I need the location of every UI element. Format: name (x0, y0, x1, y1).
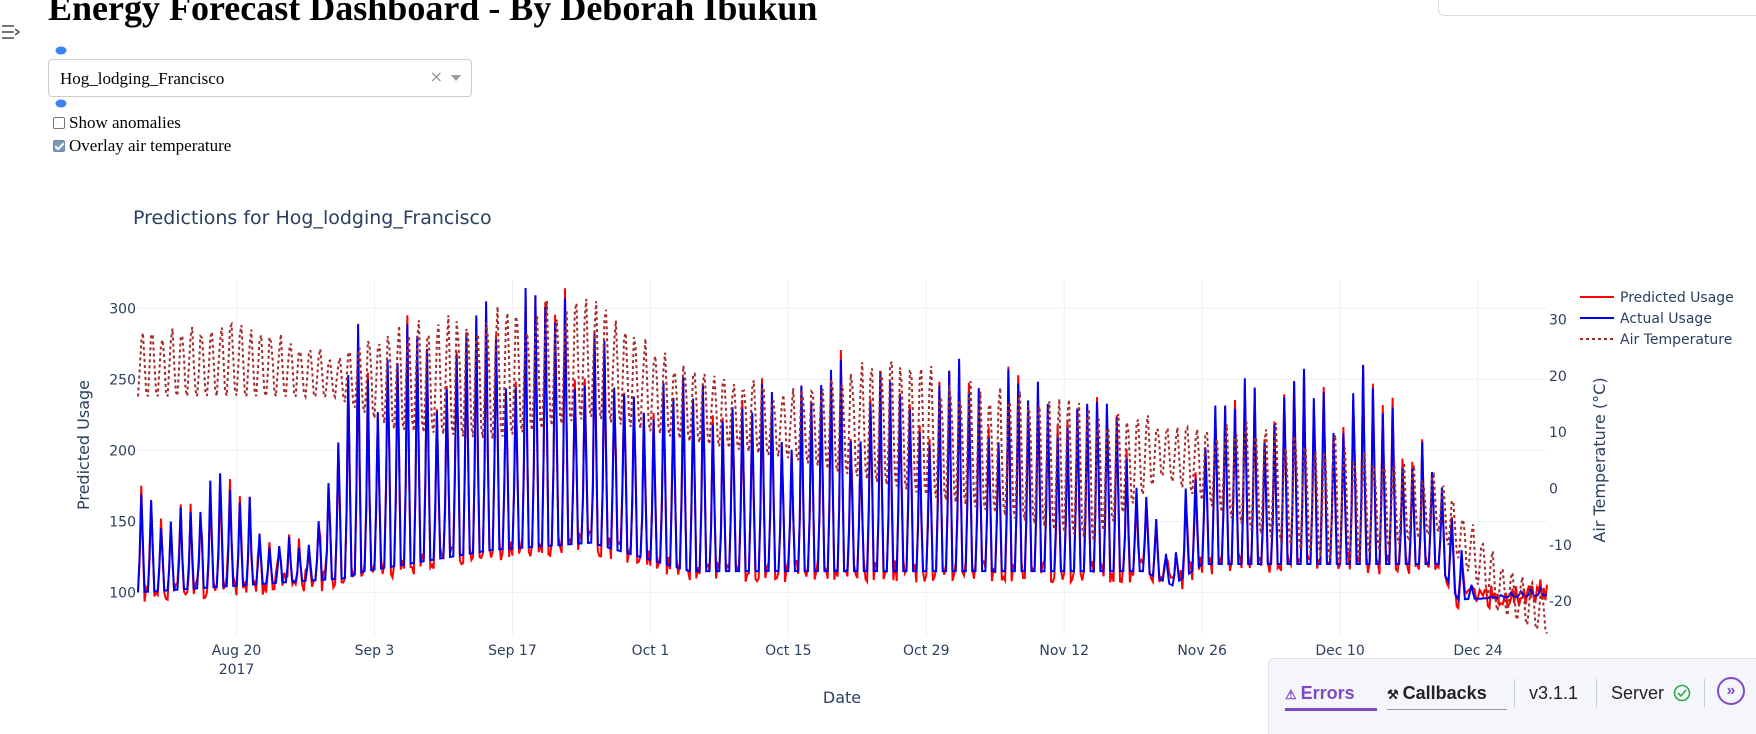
x-tick-label: Oct 15 (765, 643, 811, 659)
y2-tick-label: -20 (1549, 594, 1572, 610)
close-icon[interactable]: × (429, 67, 443, 86)
chevron-down-icon[interactable] (451, 75, 461, 81)
y2-tick-label: -10 (1549, 538, 1572, 554)
callbacks-label: Callbacks (1402, 683, 1487, 703)
sidebar-toggle-icon[interactable] (0, 20, 22, 44)
y2-tick-label: 0 (1549, 481, 1558, 497)
x-tick-label: Oct 1 (632, 643, 670, 659)
x-tick-label: Oct 29 (903, 643, 949, 659)
y-tick-label: 150 (109, 514, 136, 530)
drag-handle-icon (55, 46, 67, 55)
legend-item: Air Temperature (1620, 332, 1732, 348)
y-tick-label: 300 (109, 301, 136, 317)
page-title: Energy Forecast Dashboard - By Deborah I… (48, 0, 818, 28)
server-label: Server (1611, 683, 1665, 703)
y2-tick-label: 20 (1549, 369, 1567, 385)
x-axis-title: Date (823, 688, 861, 707)
x-tick-label: Nov 12 (1039, 643, 1089, 659)
y2-tick-label: 30 (1549, 312, 1567, 328)
overlay-air-temp-checkbox[interactable] (53, 140, 65, 152)
callbacks-tab-indicator (1387, 709, 1507, 710)
drag-handle-icon (55, 99, 67, 108)
x-tick-label: Aug 20 (212, 643, 262, 659)
divider (1596, 679, 1597, 707)
x-tick-label: Dec 24 (1453, 643, 1502, 659)
check-circle-icon (1673, 684, 1691, 702)
errors-label: Errors (1300, 683, 1355, 703)
y-tick-label: 200 (109, 443, 136, 459)
callbacks-tab[interactable]: ⚒ Callbacks (1387, 683, 1487, 704)
double-chevron-right-icon[interactable]: » (1717, 677, 1745, 705)
air-temperature-line (137, 298, 1548, 634)
building-select-value: Hog_lodging_Francisco (60, 69, 225, 88)
x-tick-label: Dec 10 (1315, 643, 1364, 659)
dash-debug-menu: ⚠ Errors ⚒ Callbacks v3.1.1 Server » (1268, 658, 1756, 734)
show-anomalies-label: Show anomalies (69, 113, 181, 132)
y2-tick-label: 10 (1549, 425, 1567, 441)
chart-modebar[interactable] (1438, 0, 1756, 16)
y-tick-label: 100 (109, 585, 136, 601)
legend-item: Predicted Usage (1620, 290, 1734, 306)
y-tick-label: 250 (109, 372, 136, 388)
overlay-air-temp-label: Overlay air temperature (69, 136, 232, 155)
x-tick-sublabel: 2017 (219, 662, 255, 678)
server-status: Server (1611, 683, 1691, 704)
divider (1704, 679, 1705, 707)
building-select[interactable]: Hog_lodging_Francisco × (48, 59, 472, 97)
warning-icon: ⚠ (1285, 687, 1297, 702)
callbacks-icon: ⚒ (1387, 687, 1399, 702)
divider (1514, 679, 1515, 707)
x-tick-label: Sep 3 (355, 643, 395, 659)
errors-tab-indicator (1285, 708, 1377, 711)
actual-usage-line (137, 287, 1548, 603)
errors-tab[interactable]: ⚠ Errors (1285, 683, 1355, 704)
show-anomalies-checkbox[interactable] (53, 117, 65, 129)
overlay-air-temp-option[interactable]: Overlay air temperature (53, 136, 231, 156)
x-tick-label: Nov 26 (1177, 643, 1227, 659)
y-axis-title: Predicted Usage (74, 380, 93, 510)
chart-title: Predictions for Hog_lodging_Francisco (133, 207, 492, 229)
legend-item: Actual Usage (1620, 311, 1712, 327)
y2-axis-title: Air Temperature (°C) (1590, 377, 1609, 542)
x-tick-label: Sep 17 (488, 643, 537, 659)
show-anomalies-option[interactable]: Show anomalies (53, 113, 181, 133)
version-label: v3.1.1 (1529, 683, 1579, 703)
